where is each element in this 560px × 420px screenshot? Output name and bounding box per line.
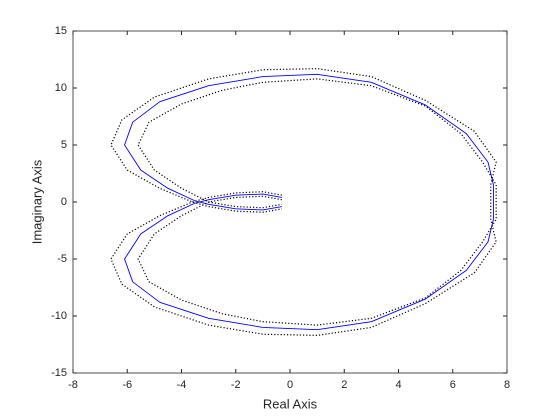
y-tick-label: -10: [51, 310, 67, 322]
x-tick-label: 0: [287, 379, 293, 391]
y-tick-label: 10: [55, 82, 67, 94]
x-tick-label: 4: [395, 379, 401, 391]
y-tick-label: 0: [61, 196, 67, 208]
x-tick-label: 2: [341, 379, 347, 391]
axes-box: [72, 30, 508, 374]
x-tick-label: 8: [504, 379, 510, 391]
plot-area: [73, 31, 507, 373]
y-tick-label: 15: [55, 25, 67, 37]
y-tick-label: 5: [61, 139, 67, 151]
curve: [137, 78, 497, 326]
x-tick-label: 6: [450, 379, 456, 391]
x-tick-label: -6: [122, 379, 132, 391]
curve: [124, 73, 494, 331]
y-tick-label: -15: [51, 367, 67, 379]
y-tick-label: -5: [57, 253, 67, 265]
x-axis-label: Real Axis: [263, 396, 318, 411]
x-tick-label: -2: [231, 379, 241, 391]
x-tick-label: -4: [177, 379, 187, 391]
x-tick-label: -8: [68, 379, 78, 391]
y-axis-label: Imaginary Axis: [29, 159, 44, 244]
curve: [110, 68, 497, 336]
